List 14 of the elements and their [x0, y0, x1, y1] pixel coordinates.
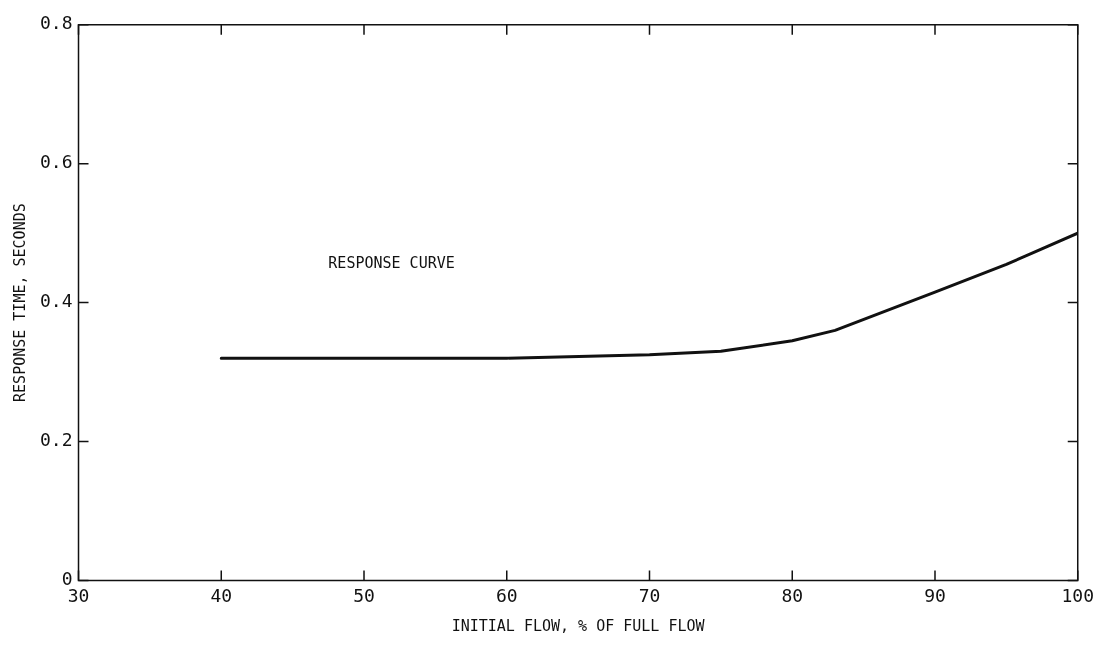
x-tick-label: 60 [495, 584, 518, 606]
x-axis-title: INITIAL FLOW, % OF FULL FLOW [451, 616, 706, 635]
y-axis-title: RESPONSE TIME, SECONDS [10, 203, 29, 402]
x-tick-label: 40 [210, 584, 233, 606]
annotation: RESPONSE CURVE [328, 253, 455, 272]
x-tick-label: 80 [781, 584, 804, 606]
y-tick-label: 0.8 [40, 12, 73, 34]
y-tick-label: 0.2 [40, 429, 73, 451]
y-tick-label: 0.4 [40, 290, 73, 312]
x-tick-label: 50 [353, 584, 375, 606]
y-tick-label: 0.6 [40, 151, 73, 173]
x-tick-label: 90 [924, 584, 946, 606]
x-tick-label: 100 [1061, 584, 1094, 606]
x-tick-label: 70 [638, 584, 661, 606]
